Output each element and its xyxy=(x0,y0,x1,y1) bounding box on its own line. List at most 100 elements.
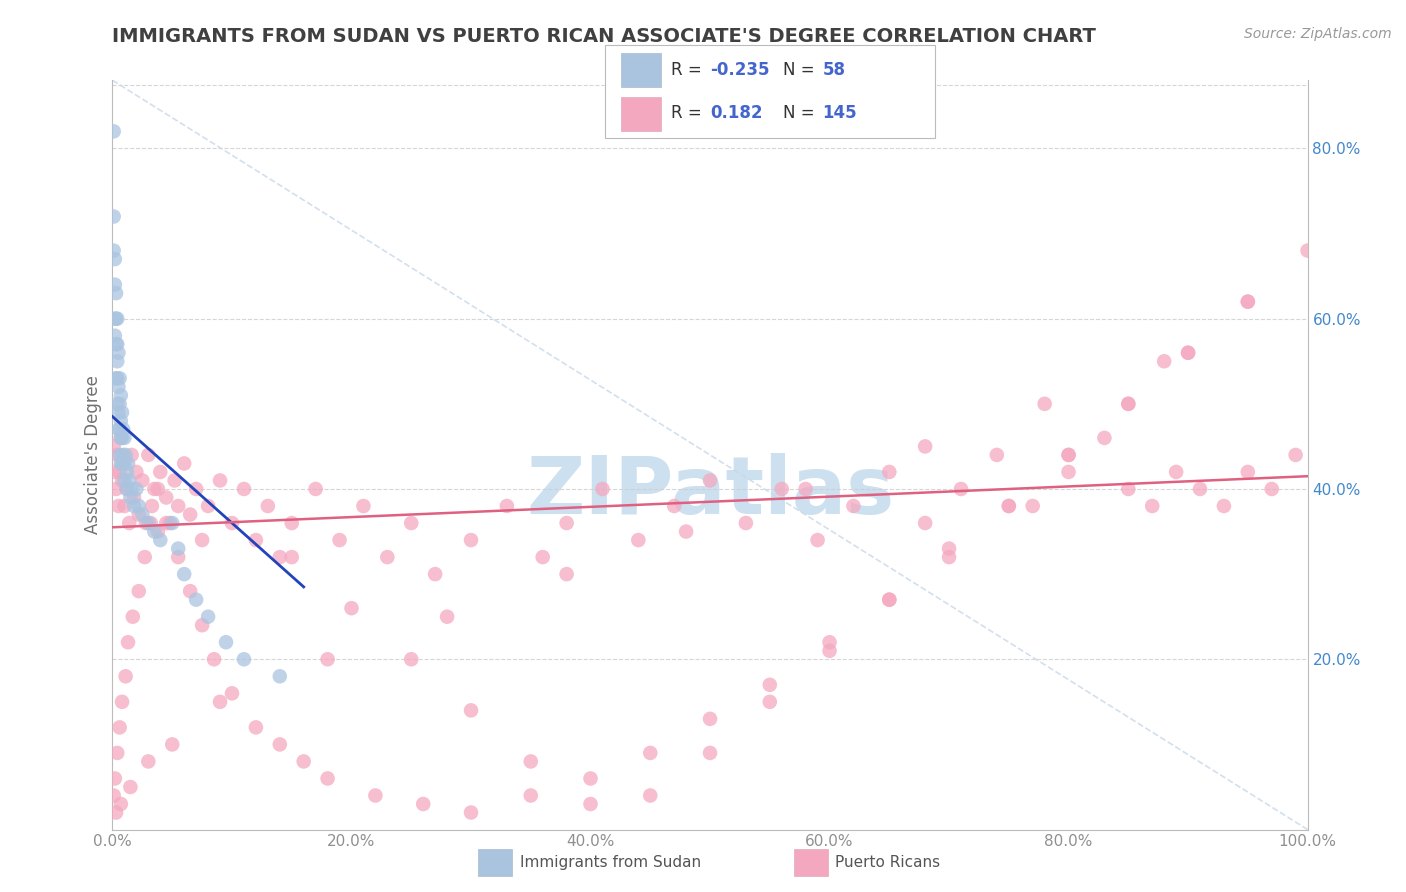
Point xyxy=(186,482,208,496)
Point xyxy=(1057,465,1080,479)
Point xyxy=(139,516,162,530)
Point xyxy=(269,738,291,752)
Point xyxy=(179,584,201,599)
Point xyxy=(162,738,183,752)
Point xyxy=(759,678,782,692)
Point xyxy=(640,746,662,760)
Point xyxy=(162,516,183,530)
Point xyxy=(202,652,225,666)
Point xyxy=(699,712,721,726)
Point xyxy=(627,533,650,547)
Point xyxy=(146,524,169,539)
Point xyxy=(173,567,195,582)
Point xyxy=(245,720,267,734)
Point xyxy=(329,533,352,547)
Point xyxy=(110,431,132,445)
Point xyxy=(105,805,128,820)
Point xyxy=(1094,431,1116,445)
Point xyxy=(699,474,721,488)
Point xyxy=(167,550,190,565)
Text: N =: N = xyxy=(783,104,820,122)
Point xyxy=(125,465,148,479)
Point xyxy=(794,482,817,496)
Point xyxy=(107,345,129,359)
Text: 58: 58 xyxy=(823,61,845,78)
Point xyxy=(460,805,482,820)
Point xyxy=(818,644,841,658)
Point xyxy=(879,592,901,607)
Point xyxy=(555,567,578,582)
Point xyxy=(1118,482,1140,496)
Point xyxy=(1177,345,1199,359)
Point xyxy=(377,550,399,565)
Point xyxy=(105,286,128,301)
Point xyxy=(135,516,157,530)
Point xyxy=(520,789,543,803)
Point xyxy=(103,244,125,258)
Point xyxy=(110,388,132,402)
Point xyxy=(245,533,267,547)
Point xyxy=(914,439,936,453)
Point xyxy=(186,592,208,607)
Point xyxy=(316,652,339,666)
Point xyxy=(104,465,127,479)
Point xyxy=(1296,244,1319,258)
Point xyxy=(221,516,243,530)
Point xyxy=(141,499,163,513)
Point xyxy=(1177,345,1199,359)
Point xyxy=(1166,465,1188,479)
Point xyxy=(108,720,131,734)
Text: R =: R = xyxy=(671,61,707,78)
Text: 145: 145 xyxy=(823,104,858,122)
Point xyxy=(215,635,238,649)
Text: N =: N = xyxy=(783,61,820,78)
Point xyxy=(281,550,304,565)
Point xyxy=(842,499,865,513)
Point xyxy=(209,474,232,488)
Point xyxy=(179,508,201,522)
Text: ZIPatlas: ZIPatlas xyxy=(526,453,894,532)
Point xyxy=(115,482,138,496)
Point xyxy=(401,652,423,666)
Point xyxy=(146,482,169,496)
Point xyxy=(531,550,554,565)
Point xyxy=(1261,482,1284,496)
Point xyxy=(131,508,153,522)
Point xyxy=(209,695,232,709)
Point xyxy=(108,448,131,462)
Point xyxy=(105,311,128,326)
Point xyxy=(111,474,134,488)
Point xyxy=(221,686,243,700)
Point xyxy=(103,789,125,803)
Point xyxy=(103,439,125,453)
Point xyxy=(401,516,423,530)
Point xyxy=(107,422,129,436)
Point xyxy=(986,448,1008,462)
Point xyxy=(120,491,142,505)
Point xyxy=(1118,397,1140,411)
Point xyxy=(107,405,129,419)
Point xyxy=(104,311,127,326)
Point xyxy=(699,746,721,760)
Text: Puerto Ricans: Puerto Ricans xyxy=(835,855,941,870)
Point xyxy=(105,397,128,411)
Point xyxy=(108,465,131,479)
Point xyxy=(115,465,138,479)
Point xyxy=(108,397,131,411)
Point xyxy=(143,524,166,539)
Point xyxy=(114,669,136,683)
Point xyxy=(105,337,128,351)
Point xyxy=(460,703,482,717)
Point xyxy=(120,780,142,794)
Point xyxy=(197,499,219,513)
Point xyxy=(269,669,291,683)
Point xyxy=(938,541,960,556)
Point xyxy=(105,354,128,368)
Point xyxy=(105,371,128,385)
Point xyxy=(496,499,519,513)
Point xyxy=(125,482,148,496)
Point xyxy=(257,499,280,513)
Point xyxy=(107,499,129,513)
Point xyxy=(879,592,901,607)
Point xyxy=(114,499,135,513)
